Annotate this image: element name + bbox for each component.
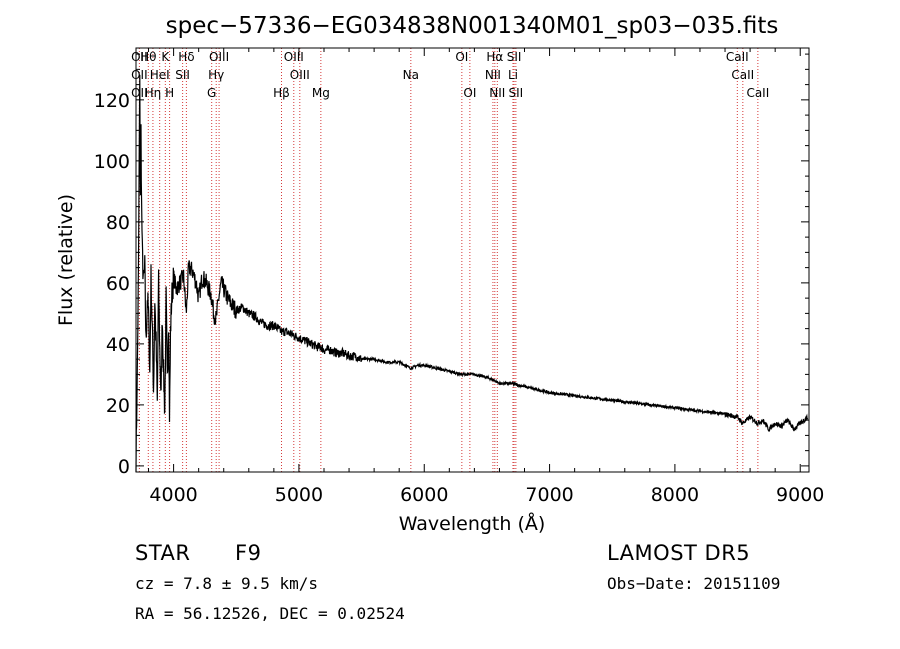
spectral-line-label: Hδ (178, 50, 194, 64)
y-tick-label: 0 (118, 456, 130, 478)
spectral-line-label: SII (509, 86, 524, 100)
spectral-line-label: OI (463, 86, 476, 100)
axis-ticks: 4000 5000 6000 7000 8000 9000 0 20 40 60 80 100 120 (94, 48, 824, 506)
chart-title: spec−57336−EG034838N001340M01_sp03−035.f… (166, 13, 779, 39)
spectral-line-label: Hβ (273, 86, 290, 100)
spectral-line-label: OIII (209, 50, 229, 64)
spectral-line-label: OII (131, 50, 148, 64)
spectral-line-label: Li (508, 68, 518, 82)
spectral-line-label: SII (175, 68, 190, 82)
spectral-line-label: OI (455, 50, 468, 64)
spectral-line-label: CaII (726, 50, 749, 64)
spectral-line-label: Mg (312, 86, 330, 100)
x-tick-label: 8000 (651, 484, 699, 506)
y-tick-label: 40 (106, 334, 130, 356)
spectral-line-label: G (207, 86, 216, 100)
spectral-line-label: Hγ (208, 68, 224, 82)
spectral-line-label: OIII (284, 50, 304, 64)
spectral-line-label: K (161, 50, 170, 64)
spectral-line-label: H (165, 86, 174, 100)
spectral-line-label: CaII (746, 86, 769, 100)
spectral-line-label: HeI (150, 68, 170, 82)
spectral-line-label: OIII (290, 68, 310, 82)
x-tick-label: 5000 (275, 484, 323, 506)
y-tick-label: 120 (94, 90, 130, 112)
x-tick-label: 9000 (776, 484, 824, 506)
observation-date: Obs−Date: 20151109 (607, 574, 781, 593)
spectrum-series (135, 74, 809, 473)
object-subclass: F9 (235, 541, 262, 565)
y-tick-label: 100 (94, 151, 130, 173)
y-tick-label: 20 (106, 395, 130, 417)
spectral-line-label: Hη (145, 86, 162, 100)
redshift-cz: cz = 7.8 ± 9.5 km/s (135, 574, 319, 593)
object-class: STAR (135, 541, 191, 565)
x-tick-label: 4000 (149, 484, 197, 506)
survey-name: LAMOST DR5 (607, 541, 751, 565)
spectral-line-label: Hθ (140, 50, 156, 64)
spectral-line-label: SII (507, 50, 522, 64)
spectral-line-label: NII (485, 68, 501, 82)
spectrum-line (135, 74, 809, 473)
y-tick-label: 60 (106, 273, 130, 295)
spectral-line-label: Na (403, 68, 419, 82)
coordinates: RA = 56.12526, DEC = 0.02524 (135, 604, 405, 623)
x-axis-label: Wavelength (Å) (399, 512, 546, 535)
y-axis-label: Flux (relative) (55, 194, 77, 326)
spectral-line-markers (138, 48, 759, 472)
spectral-line-label: Hα (486, 50, 503, 64)
plot-frame (135, 47, 810, 473)
x-tick-label: 6000 (400, 484, 448, 506)
x-tick-label: 7000 (525, 484, 573, 506)
spectral-line-label: NII (489, 86, 505, 100)
y-tick-label: 80 (106, 212, 130, 234)
spectral-line-label: CaII (731, 68, 754, 82)
